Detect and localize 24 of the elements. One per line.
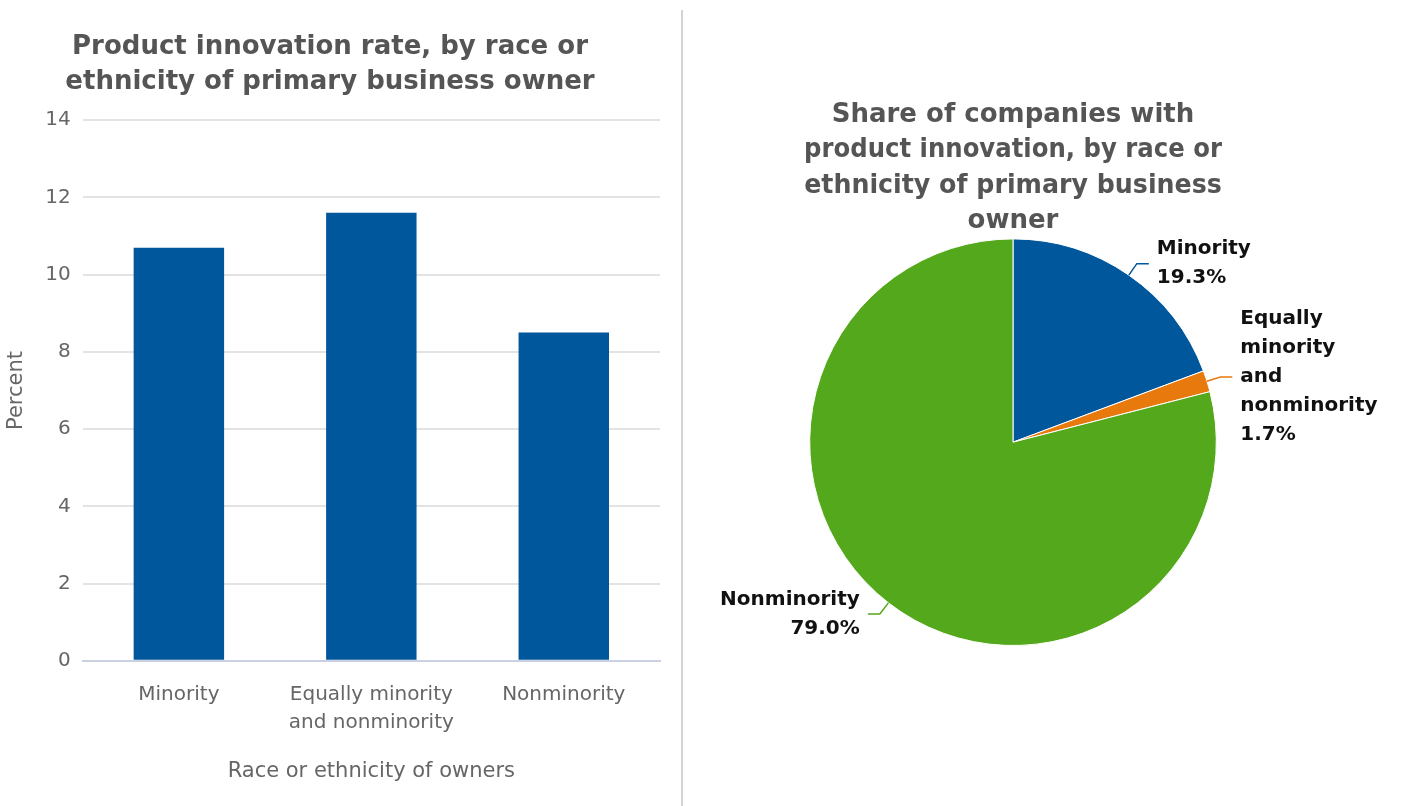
x-tick-label: Minority (138, 681, 220, 705)
y-tick-label: 8 (57, 338, 71, 363)
x-tick-label: Equally minority and nonminority (288, 681, 454, 733)
y-tick-label: 6 (57, 415, 71, 440)
x-tick-label: Nonminority (502, 681, 626, 705)
data-label: 19.3% (1156, 264, 1227, 289)
chart-title: Product innovation rate, by race or ethnicity of primary business owner (65, 30, 595, 96)
y-axis-title: Percent (3, 350, 28, 431)
y-tick-label: 10 (45, 260, 71, 285)
chart-title: Share of companies with product innovation, by race or ethnicity of primary business owner (804, 98, 1223, 234)
data-label: 79.0% (790, 614, 860, 639)
bar (326, 212, 417, 660)
bar (133, 247, 225, 660)
y-tick-label: 2 (57, 569, 71, 594)
data-label: 1.7% (1240, 421, 1296, 446)
slice-label: Equally minority and nonminority (1240, 305, 1378, 417)
y-tick-label: 12 (45, 183, 71, 208)
slice-label: Nonminority (720, 585, 860, 610)
y-tick-label: 0 (57, 647, 71, 671)
x-axis-title: Race or ethnicity of owners (227, 757, 516, 782)
y-tick-label: 14 (45, 106, 71, 131)
slice-label: Minority (1156, 235, 1251, 260)
y-tick-label: 4 (57, 492, 71, 517)
bar (518, 332, 609, 660)
